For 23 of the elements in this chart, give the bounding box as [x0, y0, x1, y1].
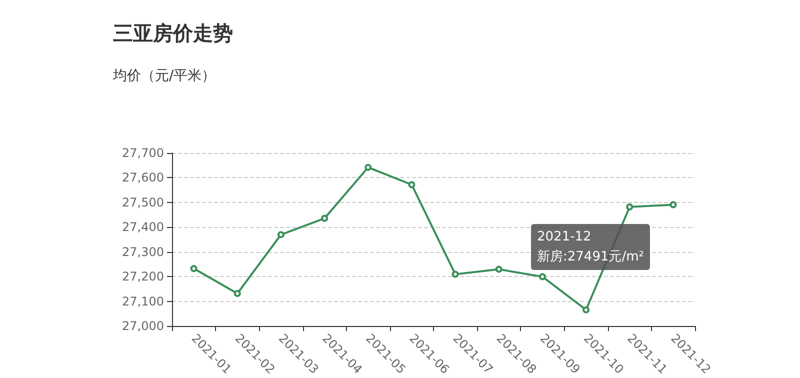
- point: [538, 273, 546, 280]
- y-tick-label: 27,000: [122, 319, 164, 334]
- point: [190, 265, 198, 272]
- y-tick-label: 27,400: [122, 220, 164, 234]
- point: [626, 203, 634, 210]
- y-tick-label: 27,600: [122, 170, 164, 185]
- y-tick-label: 27,300: [122, 244, 164, 259]
- point: [670, 201, 677, 208]
- y-tick-label: 27,700: [122, 146, 164, 160]
- y-tick-label: 27,200: [122, 270, 164, 284]
- point: [408, 181, 416, 188]
- point: [582, 306, 590, 314]
- point: [234, 290, 241, 298]
- annotation: 2021-12 新房:27491元/m²: [537, 230, 644, 264]
- chart-title: 三亚房价走势: [113, 21, 233, 45]
- point: [495, 266, 502, 273]
- y-tick-label: 27,100: [122, 294, 164, 308]
- point: [321, 214, 328, 222]
- point: [364, 164, 372, 171]
- point: [277, 231, 284, 238]
- point: [452, 270, 459, 278]
- y-tick-label: 27,500: [122, 195, 164, 210]
- chart-subtitle: 均价（元/平米）: [112, 68, 216, 84]
